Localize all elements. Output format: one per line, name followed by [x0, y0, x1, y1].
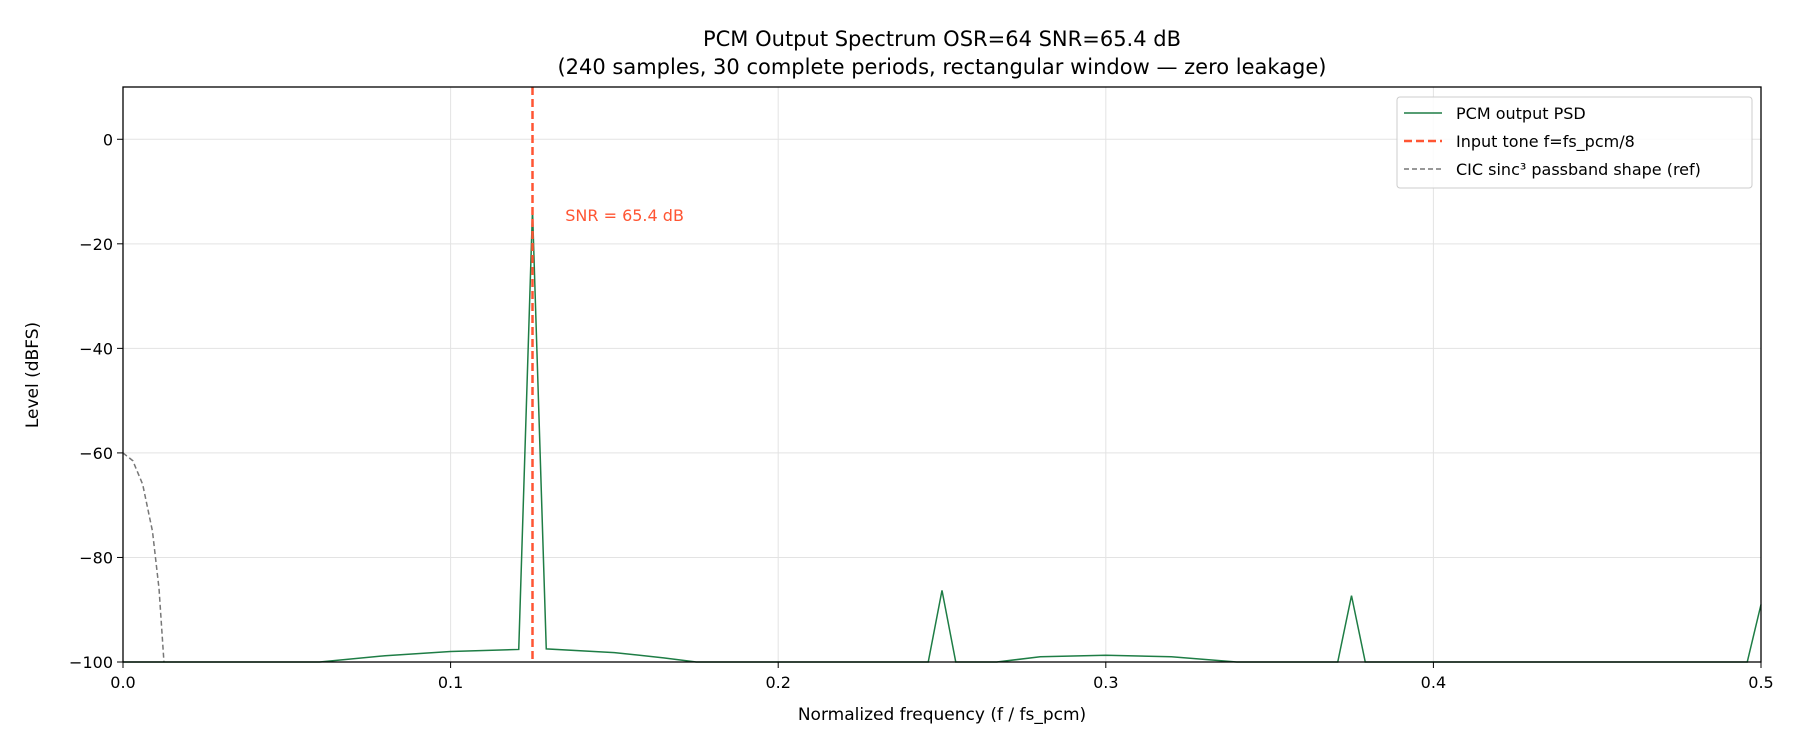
legend: PCM output PSD Input tone f=fs_pcm/8 CIC… — [1396, 96, 1753, 189]
psd-line — [123, 209, 1762, 663]
x-tick-label: 0.1 — [438, 673, 463, 692]
legend-label-psd: PCM output PSD — [1456, 104, 1586, 123]
x-axis-label: Normalized frequency (f / fs_pcm) — [798, 705, 1086, 725]
chart-subtitle: (240 samples, 30 complete periods, recta… — [557, 55, 1326, 79]
x-tick-label: 0.0 — [110, 673, 135, 692]
y-axis-label: Level (dBFS) — [23, 322, 43, 428]
chart-title: PCM Output Spectrum OSR=64 SNR=65.4 dB — [703, 27, 1181, 51]
y-tick-label: −100 — [69, 653, 113, 672]
x-tick-label: 0.5 — [1748, 673, 1773, 692]
axes-frame — [122, 86, 1762, 663]
ticks: 0.0 0.1 0.2 0.3 0.4 0.5 −100 −80 −60 −40 −20 0 — [69, 130, 1774, 692]
legend-label-cic: CIC sinc³ passband shape (ref) — [1456, 160, 1701, 179]
y-tick-label: −60 — [79, 444, 113, 463]
y-tick-label: −80 — [79, 548, 113, 567]
legend-box — [1396, 96, 1753, 189]
y-tick-label: 0 — [103, 130, 113, 149]
x-tick-label: 0.2 — [765, 673, 790, 692]
y-tick-label: −20 — [79, 235, 113, 254]
snr-annotation: SNR = 65.4 dB — [565, 206, 684, 225]
legend-label-tone: Input tone f=fs_pcm/8 — [1456, 132, 1635, 152]
x-tick-label: 0.3 — [1093, 673, 1118, 692]
x-tick-label: 0.4 — [1421, 673, 1446, 692]
y-tick-label: −40 — [79, 339, 113, 358]
cic-reference-line — [122, 452, 165, 663]
plot-area — [122, 87, 1762, 663]
